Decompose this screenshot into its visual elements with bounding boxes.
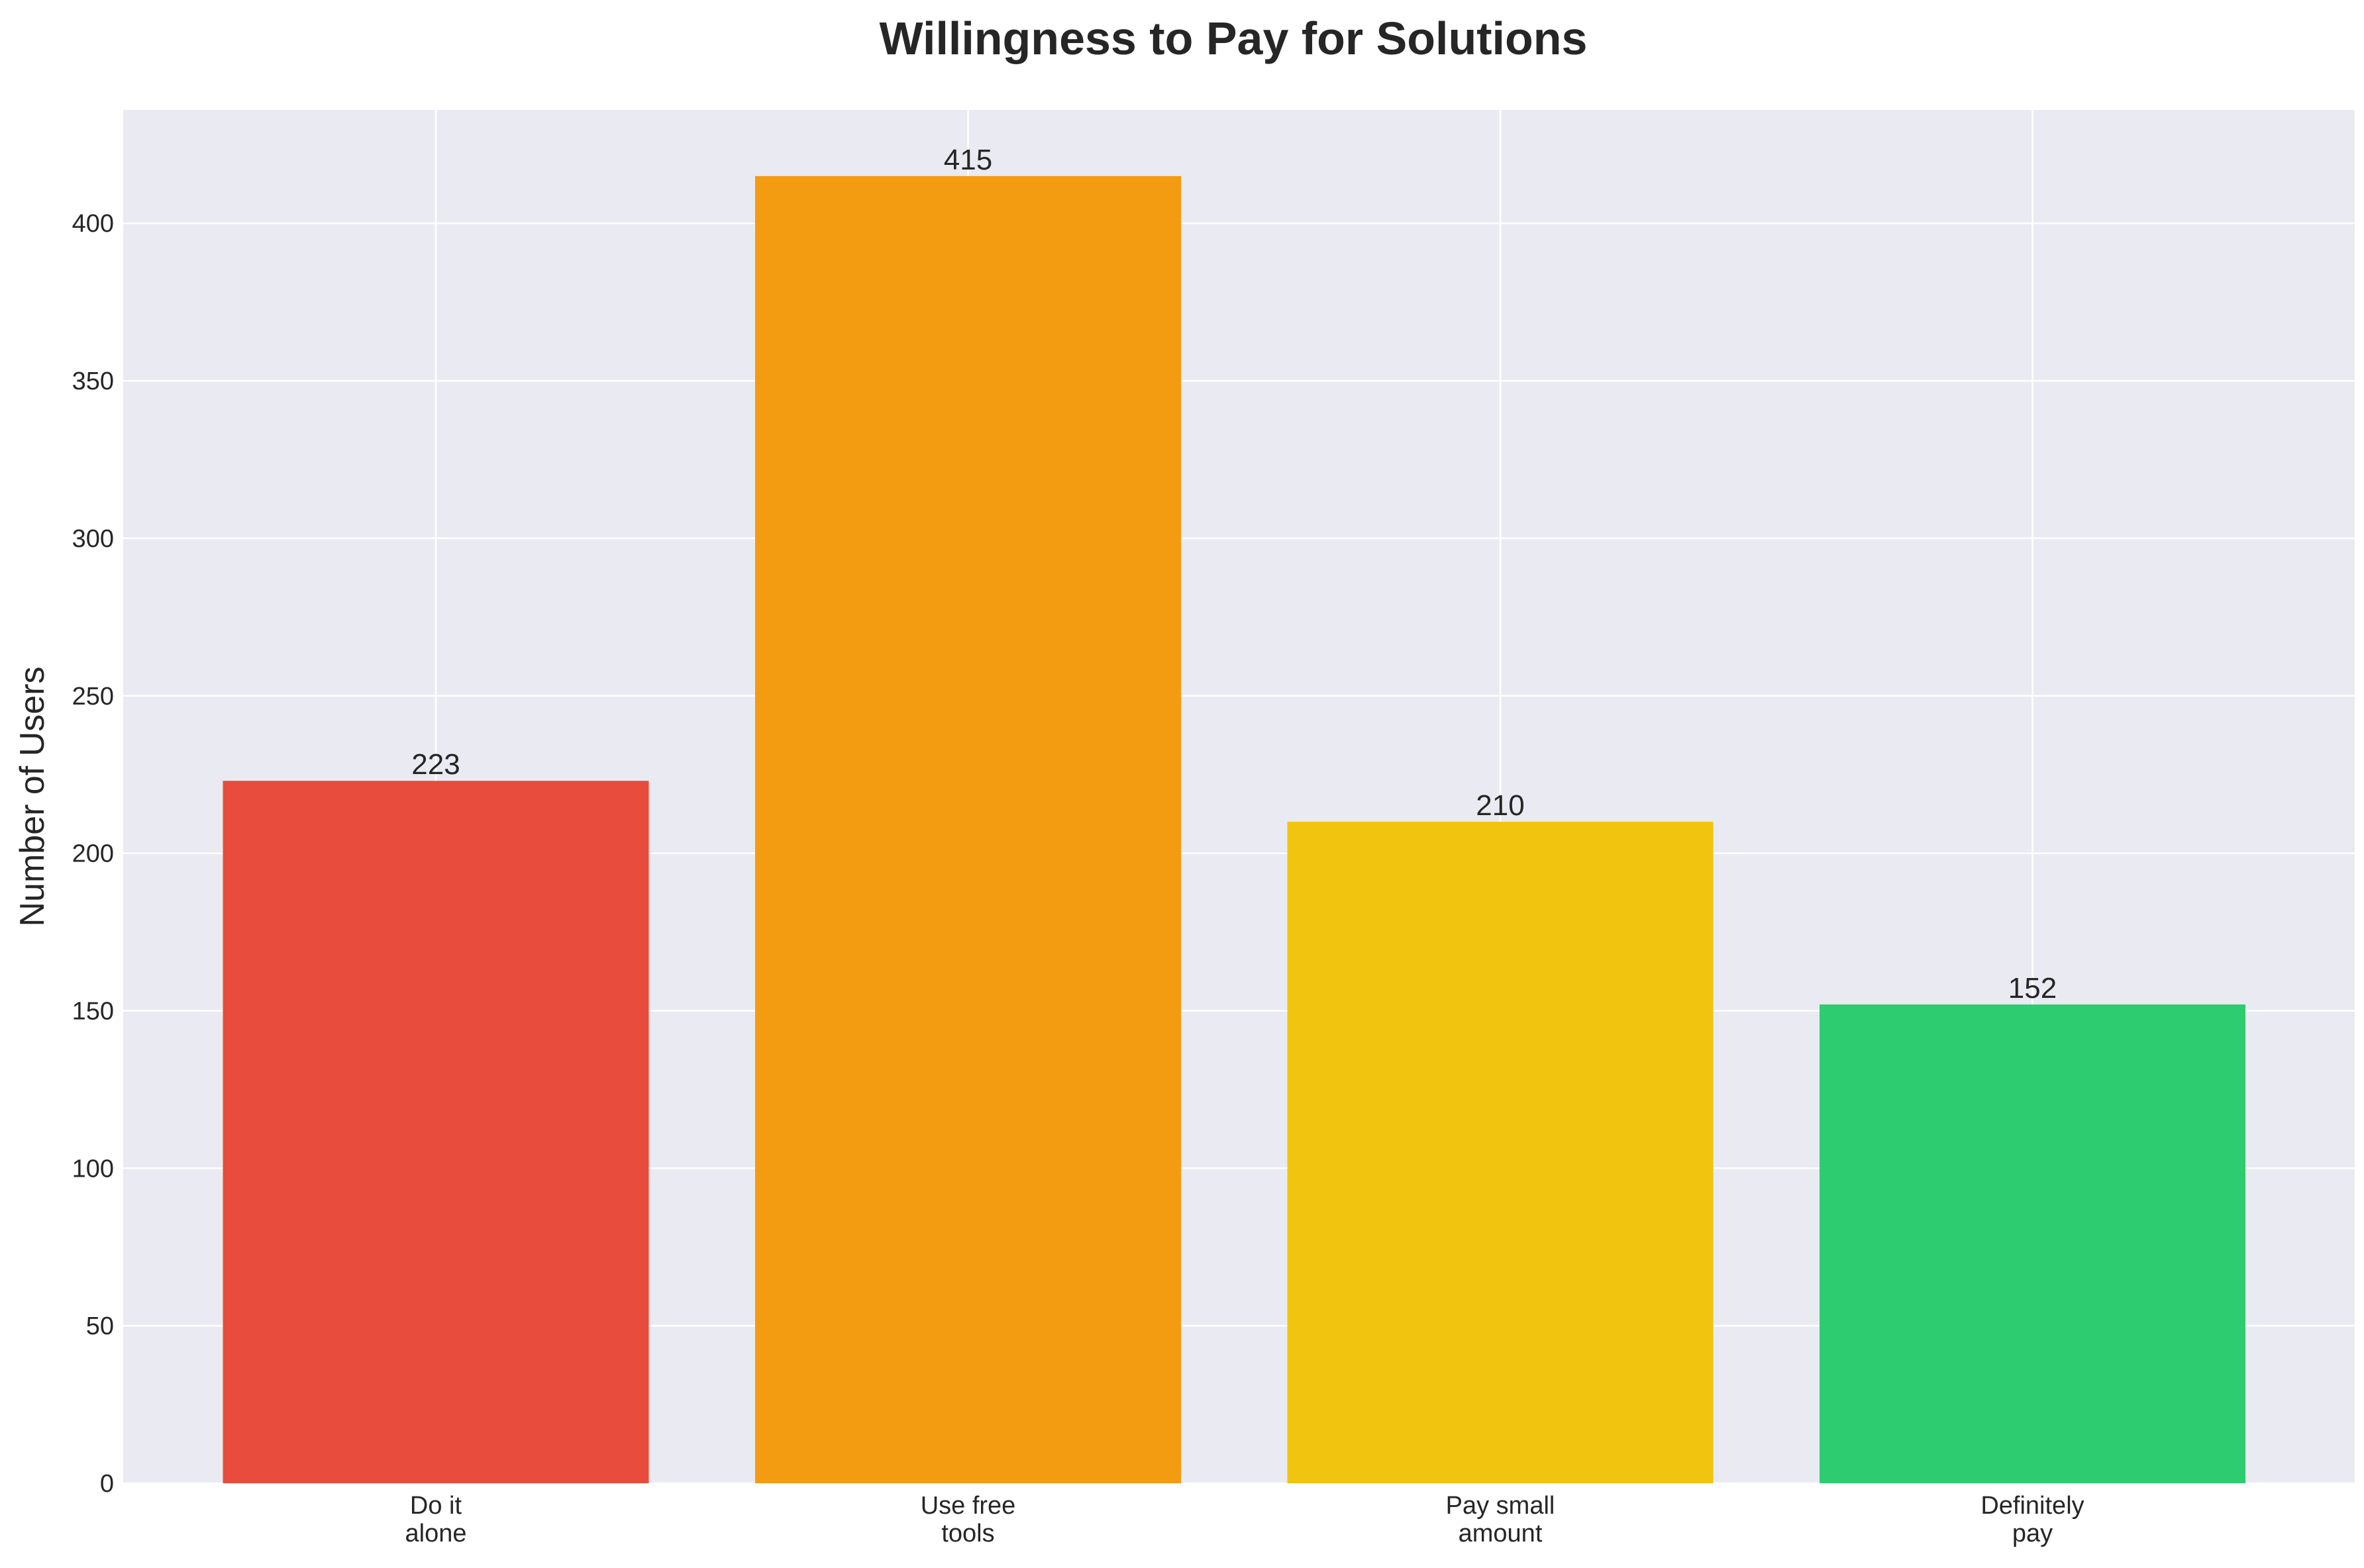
y-tick-label: 350 bbox=[72, 368, 114, 395]
y-tick-label: 100 bbox=[72, 1155, 114, 1183]
bar bbox=[223, 781, 649, 1483]
bar bbox=[1820, 1004, 2245, 1483]
x-tick-label: Do it alone bbox=[405, 1492, 467, 1547]
y-tick-label: 50 bbox=[86, 1312, 114, 1340]
y-tick-label: 0 bbox=[100, 1470, 114, 1498]
value-label: 152 bbox=[2008, 972, 2057, 1004]
bars bbox=[223, 175, 2245, 1483]
y-axis-label: Number of Users bbox=[13, 667, 52, 927]
x-tick-label: Definitely pay bbox=[1980, 1492, 2084, 1547]
y-tick-label: 400 bbox=[72, 210, 114, 238]
x-tick-label: Pay small amount bbox=[1446, 1492, 1555, 1547]
chart-title: Willingness to Pay for Solutions bbox=[880, 13, 1588, 64]
value-label: 210 bbox=[1476, 789, 1524, 822]
value-label: 415 bbox=[944, 144, 992, 176]
value-label: 223 bbox=[411, 748, 460, 781]
y-tick-label: 200 bbox=[72, 840, 114, 868]
y-tick-label: 300 bbox=[72, 525, 114, 553]
y-tick-label: 150 bbox=[72, 997, 114, 1025]
value-labels: 223 415 210 152 bbox=[411, 144, 2057, 1004]
x-tick-label: Use free tools bbox=[921, 1492, 1016, 1547]
bar bbox=[1287, 822, 1714, 1483]
bar bbox=[755, 175, 1181, 1483]
x-tick-labels: Do it alone Use free tools Pay small amount De… bbox=[405, 1492, 2084, 1547]
y-tick-label: 250 bbox=[72, 683, 114, 710]
y-tick-labels: 0 50 100 150 200 250 300 350 400 bbox=[72, 210, 114, 1498]
